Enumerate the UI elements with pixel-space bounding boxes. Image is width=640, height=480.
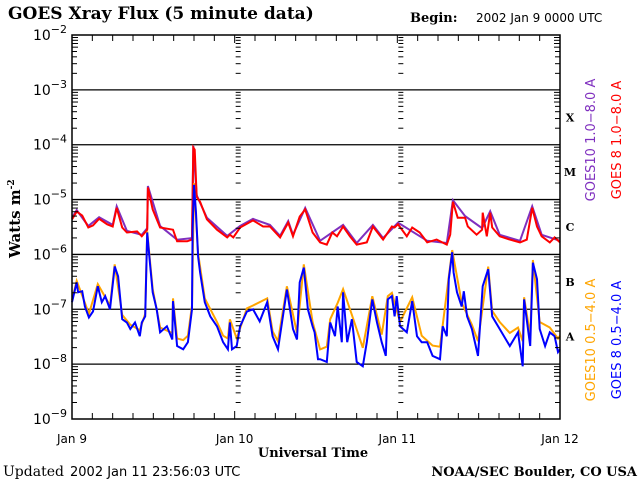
updated-label: Updated bbox=[3, 464, 64, 480]
y-tick-exponent: −9 bbox=[51, 407, 67, 420]
flare-class-label: A bbox=[565, 331, 575, 344]
y-tick-label: 10−7 bbox=[33, 297, 67, 318]
source-credit: NOAA/SEC Boulder, CO USA bbox=[431, 465, 638, 480]
updated-value: 2002 Jan 11 23:56:03 UTC bbox=[70, 465, 240, 480]
x-tick-label: Jan 11 bbox=[378, 432, 417, 446]
y-tick-label: 10−3 bbox=[33, 78, 67, 99]
legend-label: GOES10 1.0−8.0 A bbox=[584, 79, 599, 202]
y-tick-exponent: −4 bbox=[51, 133, 67, 146]
y-tick-label: 10−5 bbox=[33, 188, 67, 209]
y-tick-label: 10−4 bbox=[33, 133, 67, 154]
y-tick-base: 10 bbox=[33, 83, 51, 99]
y-tick-base: 10 bbox=[33, 247, 51, 263]
x-tick-label: Jan 9 bbox=[56, 432, 87, 446]
y-tick-label: 10−6 bbox=[33, 242, 67, 263]
y-tick-label: 10−9 bbox=[33, 407, 67, 428]
series-line-0 bbox=[71, 145, 561, 245]
flare-class-label: X bbox=[566, 111, 575, 124]
legend-entry: GOES10 1.0−8.0 A bbox=[584, 79, 599, 202]
axes bbox=[71, 34, 561, 420]
legend-label: GOES 8 0.5−4.0 A bbox=[610, 281, 625, 400]
y-tick-exponent: −2 bbox=[51, 23, 67, 36]
y-tick-exponent: −6 bbox=[51, 242, 67, 255]
y-tick-exponent: −8 bbox=[51, 352, 67, 365]
svg-text:Watts m-2: Watts m-2 bbox=[6, 179, 24, 259]
plot-frame bbox=[71, 34, 561, 420]
begin-value: 2002 Jan 9 0000 UTC bbox=[476, 11, 602, 25]
legend-entry: GOES10 0.5−4.0 A bbox=[584, 279, 599, 402]
flare-class-label: C bbox=[566, 221, 575, 234]
x-axis-label: Universal Time bbox=[258, 446, 368, 461]
y-axis-label-sup: -2 bbox=[7, 179, 17, 189]
begin-label: Begin: bbox=[410, 11, 458, 26]
y-tick-base: 10 bbox=[33, 28, 51, 44]
x-tick-label: Jan 12 bbox=[540, 432, 579, 446]
legend-label: GOES10 0.5−4.0 A bbox=[584, 279, 599, 402]
y-axis-label-text: Watts m bbox=[6, 189, 24, 259]
legend-entry: GOES 8 0.5−4.0 A bbox=[610, 281, 625, 400]
y-tick-exponent: −3 bbox=[51, 78, 67, 91]
flare-class-label: M bbox=[564, 166, 576, 179]
y-tick-label: 10−2 bbox=[33, 23, 67, 44]
grid bbox=[72, 89, 560, 365]
series-line-2 bbox=[71, 183, 561, 351]
series-lines bbox=[71, 144, 561, 369]
y-tick-base: 10 bbox=[33, 357, 51, 373]
series-line-1 bbox=[71, 144, 561, 246]
y-tick-label: 10−8 bbox=[33, 352, 67, 373]
legend-entry: GOES 8 1.0−8.0 A bbox=[610, 81, 625, 200]
y-tick-exponent: −7 bbox=[51, 297, 67, 310]
x-tick-label: Jan 10 bbox=[215, 432, 254, 446]
y-tick-base: 10 bbox=[33, 412, 51, 428]
legend-label: GOES 8 1.0−8.0 A bbox=[610, 81, 625, 200]
y-tick-base: 10 bbox=[33, 302, 51, 318]
series-line-3 bbox=[71, 184, 561, 369]
chart-title: GOES Xray Flux (5 minute data) bbox=[8, 4, 314, 24]
y-axis-label: Watts m-2 bbox=[6, 179, 24, 259]
y-tick-base: 10 bbox=[33, 138, 51, 154]
y-tick-exponent: −5 bbox=[51, 188, 67, 201]
flare-class-label: B bbox=[565, 276, 574, 289]
y-tick-base: 10 bbox=[33, 193, 51, 209]
